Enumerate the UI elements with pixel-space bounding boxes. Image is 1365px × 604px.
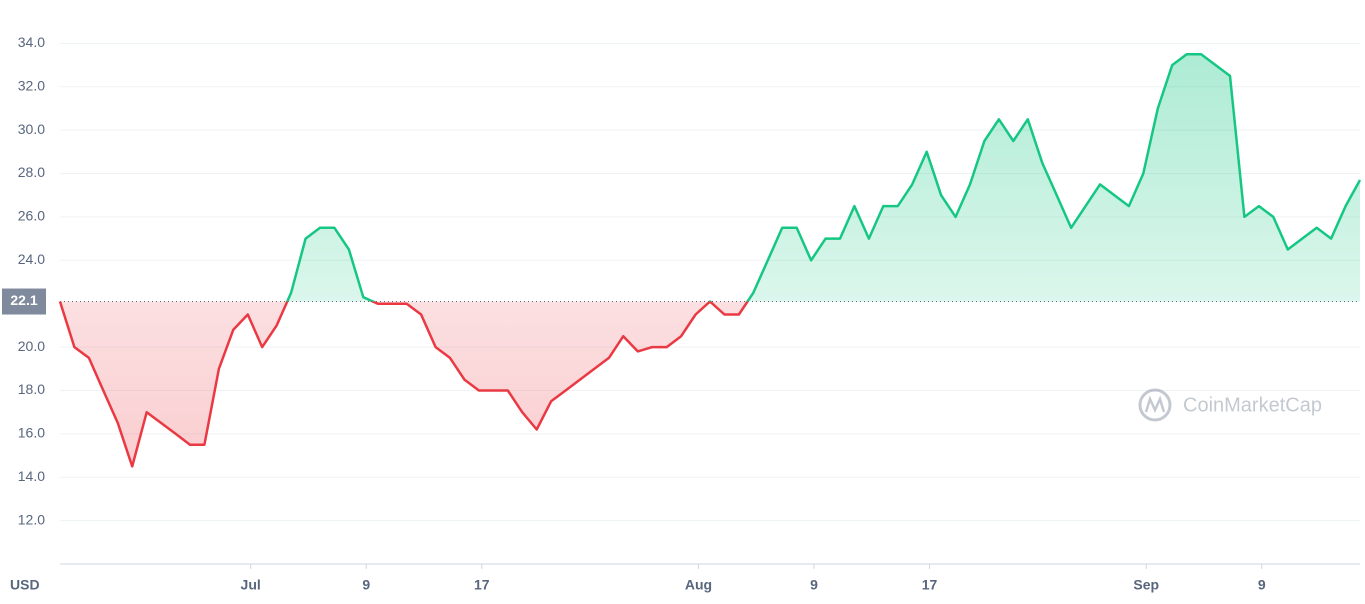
y-tick-label: 18.0 [18, 381, 45, 397]
y-tick-label: 12.0 [18, 511, 45, 527]
y-tick-label: 20.0 [18, 338, 45, 354]
area-above [60, 54, 1360, 302]
baseline-label: 22.1 [10, 292, 37, 308]
x-tick-label: Jul [241, 577, 261, 593]
lines [58, 52, 1362, 468]
watermark-text: CoinMarketCap [1183, 394, 1322, 416]
x-tick-label: 9 [1258, 577, 1266, 593]
y-tick-label: 14.0 [18, 468, 45, 484]
y-tick-label: 16.0 [18, 425, 45, 441]
x-tick-label: 9 [810, 577, 818, 593]
y-tick-label: 28.0 [18, 164, 45, 180]
price-line-below [58, 301, 750, 468]
grid [60, 42, 1360, 565]
area-below [60, 301, 748, 467]
y-tick-label: 24.0 [18, 251, 45, 267]
y-tick-label: 30.0 [18, 121, 45, 137]
x-tick-label: Aug [685, 577, 712, 593]
x-tick-label: Sep [1133, 577, 1159, 593]
x-tick-label: 17 [474, 577, 490, 593]
y-tick-label: 32.0 [18, 77, 45, 93]
y-tick-label: 34.0 [18, 34, 45, 50]
axes: 12.0 14.0 16.0 18.0 20.0 24.0 26.0 28.0 30.0 32.0… [2, 34, 1266, 593]
x-tick-label: 17 [922, 577, 938, 593]
areas [60, 54, 1360, 467]
axis-unit: USD [10, 577, 40, 593]
x-tick-label: 9 [362, 577, 370, 593]
baseline-label-box [2, 288, 46, 315]
y-tick-label: 26.0 [18, 208, 45, 224]
price-line-above [59, 52, 1362, 302]
watermark: CoinMarketCap [1138, 388, 1322, 422]
